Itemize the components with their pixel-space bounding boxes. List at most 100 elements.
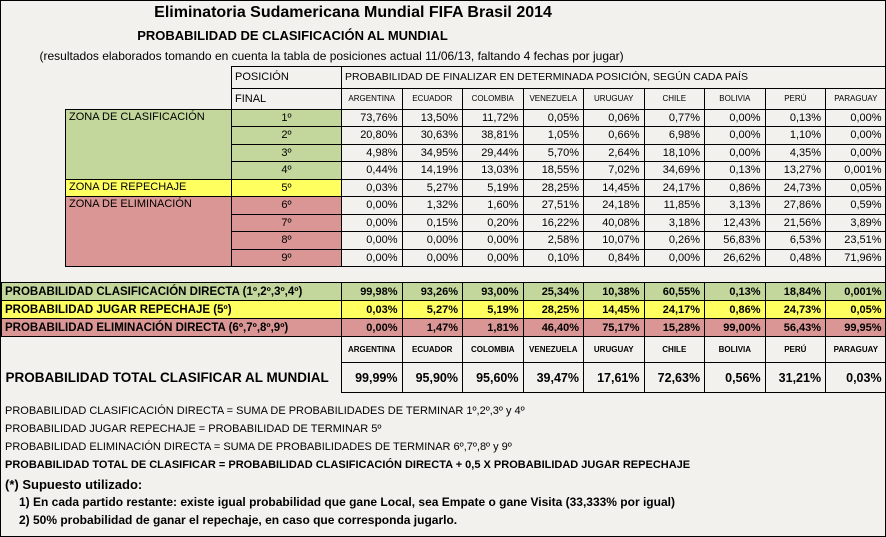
summary-cell: 99,00%: [704, 318, 766, 337]
summary-cell: 0,03%: [341, 300, 403, 319]
prob-cell: 0,05%: [522, 108, 584, 127]
prob-cell: 2,64%: [583, 143, 645, 162]
summary-cell: 10,38%: [583, 282, 645, 301]
country-header-uruguay: URUGUAY: [583, 336, 645, 363]
country-header-venezuela: VENEZUELA: [522, 87, 584, 110]
prob-cell: 0,00%: [341, 213, 403, 232]
country-header-bolivia: BOLIVIA: [704, 336, 766, 363]
prob-cell: 3,13%: [704, 196, 766, 215]
summary-cell: 0,13%: [704, 282, 766, 301]
zone-eliminacion-label: ZONA DE ELIMINACIÓN: [65, 196, 232, 267]
prob-cell: 0,00%: [341, 231, 403, 250]
row-indent: [2, 109, 66, 127]
country-header-colombia: COLOMBIA: [462, 336, 524, 363]
prob-cell: 1,05%: [522, 126, 584, 145]
position-cell: 9º: [231, 248, 342, 267]
prob-cell: 1,32%: [401, 196, 463, 215]
prob-cell: 4,98%: [341, 143, 403, 162]
prob-cell: 73,76%: [341, 108, 403, 127]
prob-cell: 23,51%: [825, 231, 885, 250]
total-cell: 39,47%: [522, 362, 584, 393]
prob-cell: 0,06%: [583, 108, 645, 127]
prob-cell: 0,00%: [704, 126, 766, 145]
summary-cell: 0,86%: [704, 300, 766, 319]
prob-cell: 0,26%: [643, 231, 706, 250]
prob-cell: 27,86%: [764, 196, 827, 215]
page-title: Eliminatoria Sudamericana Mundial FIFA B…: [154, 4, 552, 21]
prob-cell: 0,00%: [643, 248, 706, 267]
total-label: PROBABILIDAD TOTAL CLASIFICAR AL MUNDIAL: [5, 370, 329, 385]
prob-cell: 0,13%: [764, 108, 827, 127]
prob-cell: 0,66%: [583, 126, 645, 145]
row-indent: [2, 127, 66, 145]
summary-cell: 56,43%: [764, 318, 827, 337]
summary-cell: 5,27%: [401, 300, 463, 319]
summary-cell: 93,26%: [401, 282, 463, 301]
position-cell: 4º: [231, 161, 342, 180]
position-cell: 3º: [231, 143, 342, 162]
prob-cell: 0,00%: [401, 231, 463, 250]
country-header-venezuela: VENEZUELA: [522, 336, 584, 363]
prob-cell: 0,00%: [401, 248, 463, 267]
country-header-ecuador: ECUADOR: [401, 336, 463, 363]
prob-cell: 0,00%: [704, 108, 766, 127]
prob-cell: 0,00%: [341, 248, 403, 267]
prob-cell: 13,50%: [401, 108, 463, 127]
prob-cell: 0,20%: [462, 213, 524, 232]
footnote-eliminacion: PROBABILIDAD ELIMINACIÓN DIRECTA = SUMA …: [5, 441, 512, 453]
row-indent: [2, 197, 66, 215]
prob-cell: 0,59%: [825, 196, 885, 215]
spacer-row: [2, 267, 886, 283]
probability-table: Eliminatoria Sudamericana Mundial FIFA B…: [1, 1, 886, 393]
prob-cell: 0,03%: [341, 178, 403, 197]
total-cell: 31,21%: [764, 362, 827, 393]
prob-cell: 20,80%: [341, 126, 403, 145]
position-cell: 1º: [231, 108, 342, 127]
prob-cell: 28,25%: [522, 178, 584, 197]
position-cell: 5º: [231, 178, 342, 197]
total-cell: 95,90%: [401, 362, 463, 393]
prob-cell: 5,19%: [462, 178, 524, 197]
prob-cell: 6,98%: [643, 126, 706, 145]
row-indent: [2, 214, 66, 232]
prob-cell: 34,95%: [401, 143, 463, 162]
country-header-chile: CHILE: [643, 87, 706, 110]
country-header-peru: PERÚ: [764, 336, 827, 363]
prob-cell: 0,44%: [341, 161, 403, 180]
summary-cell: 46,40%: [522, 318, 584, 337]
row-indent: [2, 232, 66, 250]
country-header-chile: CHILE: [643, 336, 706, 363]
prob-cell: 0,77%: [643, 108, 706, 127]
summary-cell: 0,00%: [341, 318, 403, 337]
zone-clasificacion-label: ZONA DE CLASIFICACIÓN: [65, 108, 232, 180]
country-header-paraguay: PARAGUAY: [825, 87, 885, 110]
total-cell: 95,60%: [462, 362, 524, 393]
summary-cell: 5,19%: [462, 300, 524, 319]
prob-cell: 1,10%: [764, 126, 827, 145]
summary-cell: 15,28%: [643, 318, 706, 337]
prob-cell: 0,48%: [764, 248, 827, 267]
summary-cell: 24,73%: [764, 300, 827, 319]
prob-cell: 24,73%: [764, 178, 827, 197]
position-cell: 7º: [231, 213, 342, 232]
prob-cell: 0,00%: [825, 108, 885, 127]
prob-cell: 26,62%: [704, 248, 766, 267]
summary-cell: 0,001%: [825, 282, 885, 301]
total-cell: 72,63%: [643, 362, 706, 393]
summary-cell: 99,95%: [825, 318, 885, 337]
prob-cell: 0,13%: [704, 161, 766, 180]
position-cell: 6º: [231, 196, 342, 215]
footnote-direct: PROBABILIDAD CLASIFICACIÓN DIRECTA = SUM…: [5, 405, 525, 417]
assumption-1: 1) En cada partido restante: existe igua…: [19, 495, 675, 509]
summary-cell: 0,05%: [825, 300, 885, 319]
prob-cell: 0,00%: [462, 231, 524, 250]
prob-cell: 0,001%: [825, 161, 885, 180]
summary-cell: 24,17%: [643, 300, 706, 319]
footnotes: PROBABILIDAD CLASIFICACIÓN DIRECTA = SUM…: [5, 405, 885, 531]
country-header-peru: PERÚ: [764, 87, 827, 110]
prob-cell: 12,43%: [704, 213, 766, 232]
title-spacer: [705, 1, 885, 25]
prob-cell: 11,85%: [643, 196, 706, 215]
prob-cell: 3,18%: [643, 213, 706, 232]
summary-repechaje-label: PROBABILIDAD JUGAR REPECHAJE (5º): [1, 300, 342, 319]
